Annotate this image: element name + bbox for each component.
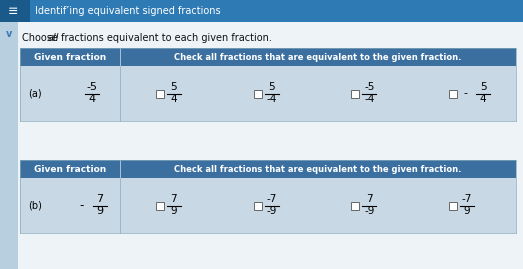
Text: Given fraction: Given fraction [34,165,106,174]
Text: 4: 4 [480,94,486,104]
Text: (a): (a) [28,89,42,98]
FancyBboxPatch shape [20,178,516,233]
Text: 5: 5 [480,83,486,93]
Text: -7: -7 [266,194,277,204]
Text: Check all fractions that are equivalent to the given fraction.: Check all fractions that are equivalent … [174,52,462,62]
FancyBboxPatch shape [156,201,164,210]
FancyBboxPatch shape [351,90,359,97]
Text: -: - [463,89,467,98]
FancyBboxPatch shape [351,201,359,210]
Text: -9: -9 [266,207,277,217]
Text: -7: -7 [462,194,472,204]
Text: (b): (b) [28,200,42,211]
Text: 5: 5 [268,83,275,93]
Text: -: - [80,199,84,212]
Text: fractions equivalent to each given fraction.: fractions equivalent to each given fract… [59,33,272,43]
Text: 7: 7 [96,194,104,204]
FancyBboxPatch shape [156,90,164,97]
Text: ≡: ≡ [8,5,18,17]
FancyBboxPatch shape [449,201,457,210]
Text: Check all fractions that are equivalent to the given fraction.: Check all fractions that are equivalent … [174,165,462,174]
FancyBboxPatch shape [0,0,30,22]
Text: 9: 9 [464,207,470,217]
Text: -5: -5 [364,83,374,93]
Text: all: all [48,33,59,43]
Text: 7: 7 [366,194,373,204]
FancyBboxPatch shape [449,90,457,97]
FancyBboxPatch shape [20,160,516,178]
FancyBboxPatch shape [0,22,523,269]
FancyBboxPatch shape [20,48,516,66]
Text: 5: 5 [170,83,177,93]
Text: -9: -9 [364,207,374,217]
Text: Identif’ing equivalent signed fractions: Identif’ing equivalent signed fractions [35,6,221,16]
Text: 9: 9 [96,207,104,217]
Text: v: v [6,29,12,39]
Text: 7: 7 [170,194,177,204]
Text: 4: 4 [88,94,96,104]
Text: -4: -4 [364,94,374,104]
FancyBboxPatch shape [20,66,516,121]
FancyBboxPatch shape [0,0,523,22]
Text: Choose: Choose [22,33,61,43]
Text: -4: -4 [266,94,277,104]
Text: 4: 4 [170,94,177,104]
FancyBboxPatch shape [0,22,18,269]
FancyBboxPatch shape [254,201,262,210]
Text: -5: -5 [86,83,97,93]
Text: 9: 9 [170,207,177,217]
Text: Given fraction: Given fraction [34,52,106,62]
FancyBboxPatch shape [254,90,262,97]
